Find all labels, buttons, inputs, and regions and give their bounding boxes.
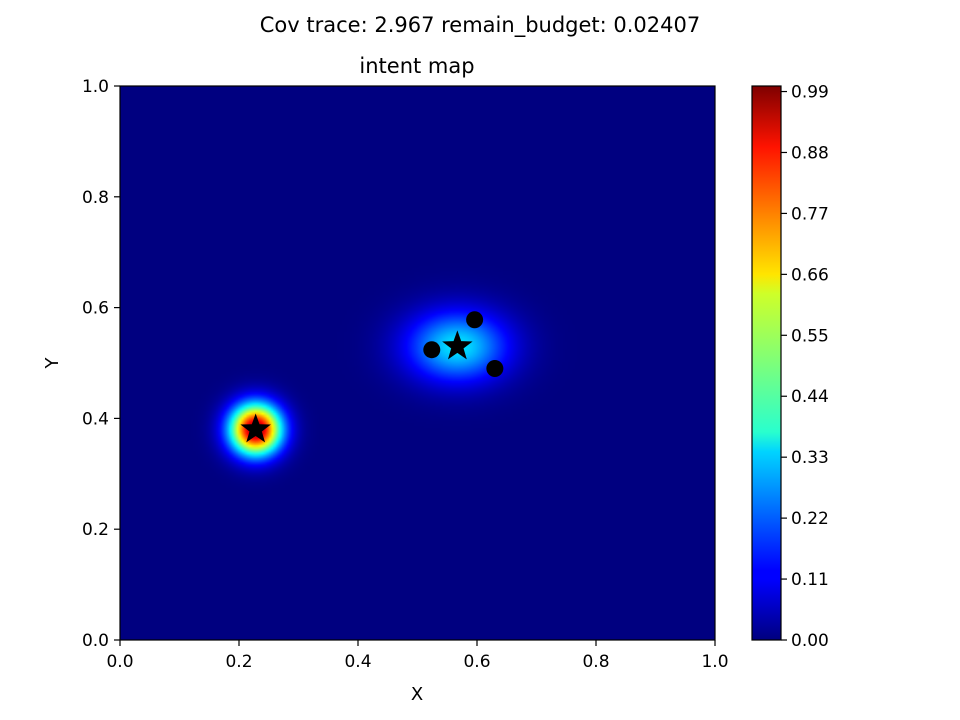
colorbar-frame	[751, 85, 782, 641]
y-tick-label: 0.8	[82, 188, 109, 208]
circle-marker	[423, 341, 441, 359]
x-tick-label: 0.8	[582, 652, 609, 672]
colorbar-tick-label: 0.55	[791, 326, 829, 346]
chart-title: intent map	[359, 54, 474, 78]
colorbar-tick-label: 0.77	[791, 204, 829, 224]
y-tick-label: 0.0	[82, 631, 109, 651]
colorbar-ticks: 0.00 0.11 0.22 0.33 0.44 0.55 0.66 0.77 0.88 0.99	[781, 83, 829, 651]
y-tick-label: 1.0	[82, 77, 109, 97]
colorbar-tick-label: 0.33	[791, 448, 829, 468]
y-axis-label: Y	[42, 357, 63, 370]
x-tick-label: 0.2	[225, 652, 252, 672]
x-tick-label: 0.4	[344, 652, 371, 672]
colorbar-tick-label: 0.00	[791, 631, 829, 651]
colorbar-tick-label: 0.66	[791, 265, 829, 285]
heatmap-image	[120, 86, 715, 640]
suptitle: Cov trace: 2.967 remain_budget: 0.02407	[260, 13, 700, 38]
star-marker	[442, 330, 473, 360]
colorbar-gradient	[752, 86, 781, 640]
plot-frame	[119, 85, 716, 641]
y-tick-label: 0.2	[82, 520, 109, 540]
star-marker	[240, 413, 271, 443]
x-tick-label: 1.0	[701, 652, 728, 672]
x-axis-label: X	[411, 684, 423, 705]
y-tick-label: 0.4	[82, 409, 109, 429]
circle-marker	[466, 311, 484, 329]
y-tick-label: 0.6	[82, 299, 109, 319]
colorbar-tick-label: 0.22	[791, 509, 829, 529]
x-tick-label: 0.6	[463, 652, 490, 672]
circle-marker	[486, 360, 504, 378]
y-axis: 0.0 0.2 0.4 0.6 0.8 1.0	[82, 77, 120, 651]
x-axis: 0.0 0.2 0.4 0.6 0.8 1.0	[106, 640, 729, 672]
plot-area	[119, 85, 716, 641]
colorbar-tick-label: 0.99	[791, 83, 829, 103]
markers	[240, 311, 504, 443]
colorbar-tick-label: 0.44	[791, 387, 829, 407]
colorbar-tick-label: 0.11	[791, 570, 829, 590]
colorbar-tick-label: 0.88	[791, 143, 829, 163]
colorbar: 0.00 0.11 0.22 0.33 0.44 0.55 0.66 0.77 0.88 0.99	[751, 83, 829, 651]
x-tick-label: 0.0	[106, 652, 133, 672]
